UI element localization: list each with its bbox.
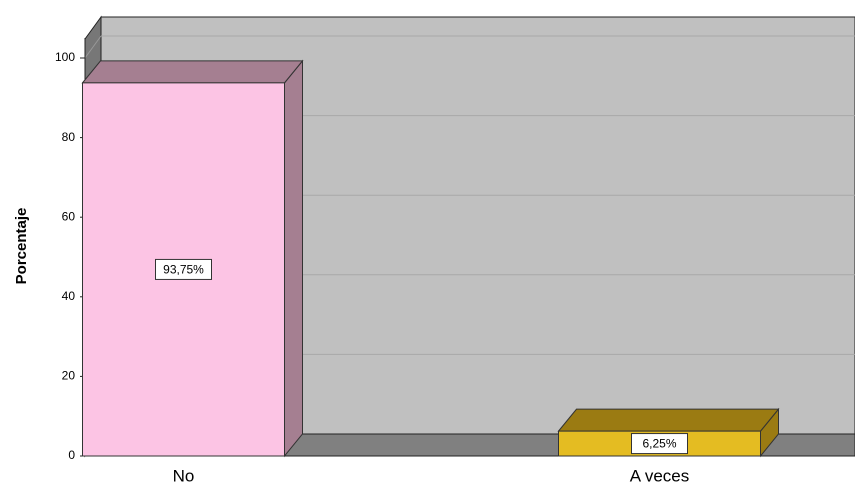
y-tick-label: 60 [62, 209, 76, 223]
y-tick-label: 80 [62, 130, 76, 144]
x-tick-label: A veces [630, 466, 690, 485]
value-label-box [155, 258, 212, 280]
y-tick-label: 40 [62, 289, 76, 303]
bar [81, 59, 304, 458]
y-tick-label: 100 [55, 50, 75, 64]
y-tick-label: 0 [68, 448, 75, 462]
grid-line [84, 35, 102, 59]
bar-side [284, 59, 303, 458]
value-label: 93,75% [163, 263, 204, 277]
x-tick-label: No [173, 466, 195, 485]
bar-top [557, 408, 780, 432]
value-label: 6,25% [642, 437, 676, 451]
value-label-box [631, 433, 688, 455]
y-axis-label: Porcentaje [13, 208, 30, 285]
bar-top [81, 60, 304, 84]
y-tick-label: 20 [62, 369, 76, 383]
